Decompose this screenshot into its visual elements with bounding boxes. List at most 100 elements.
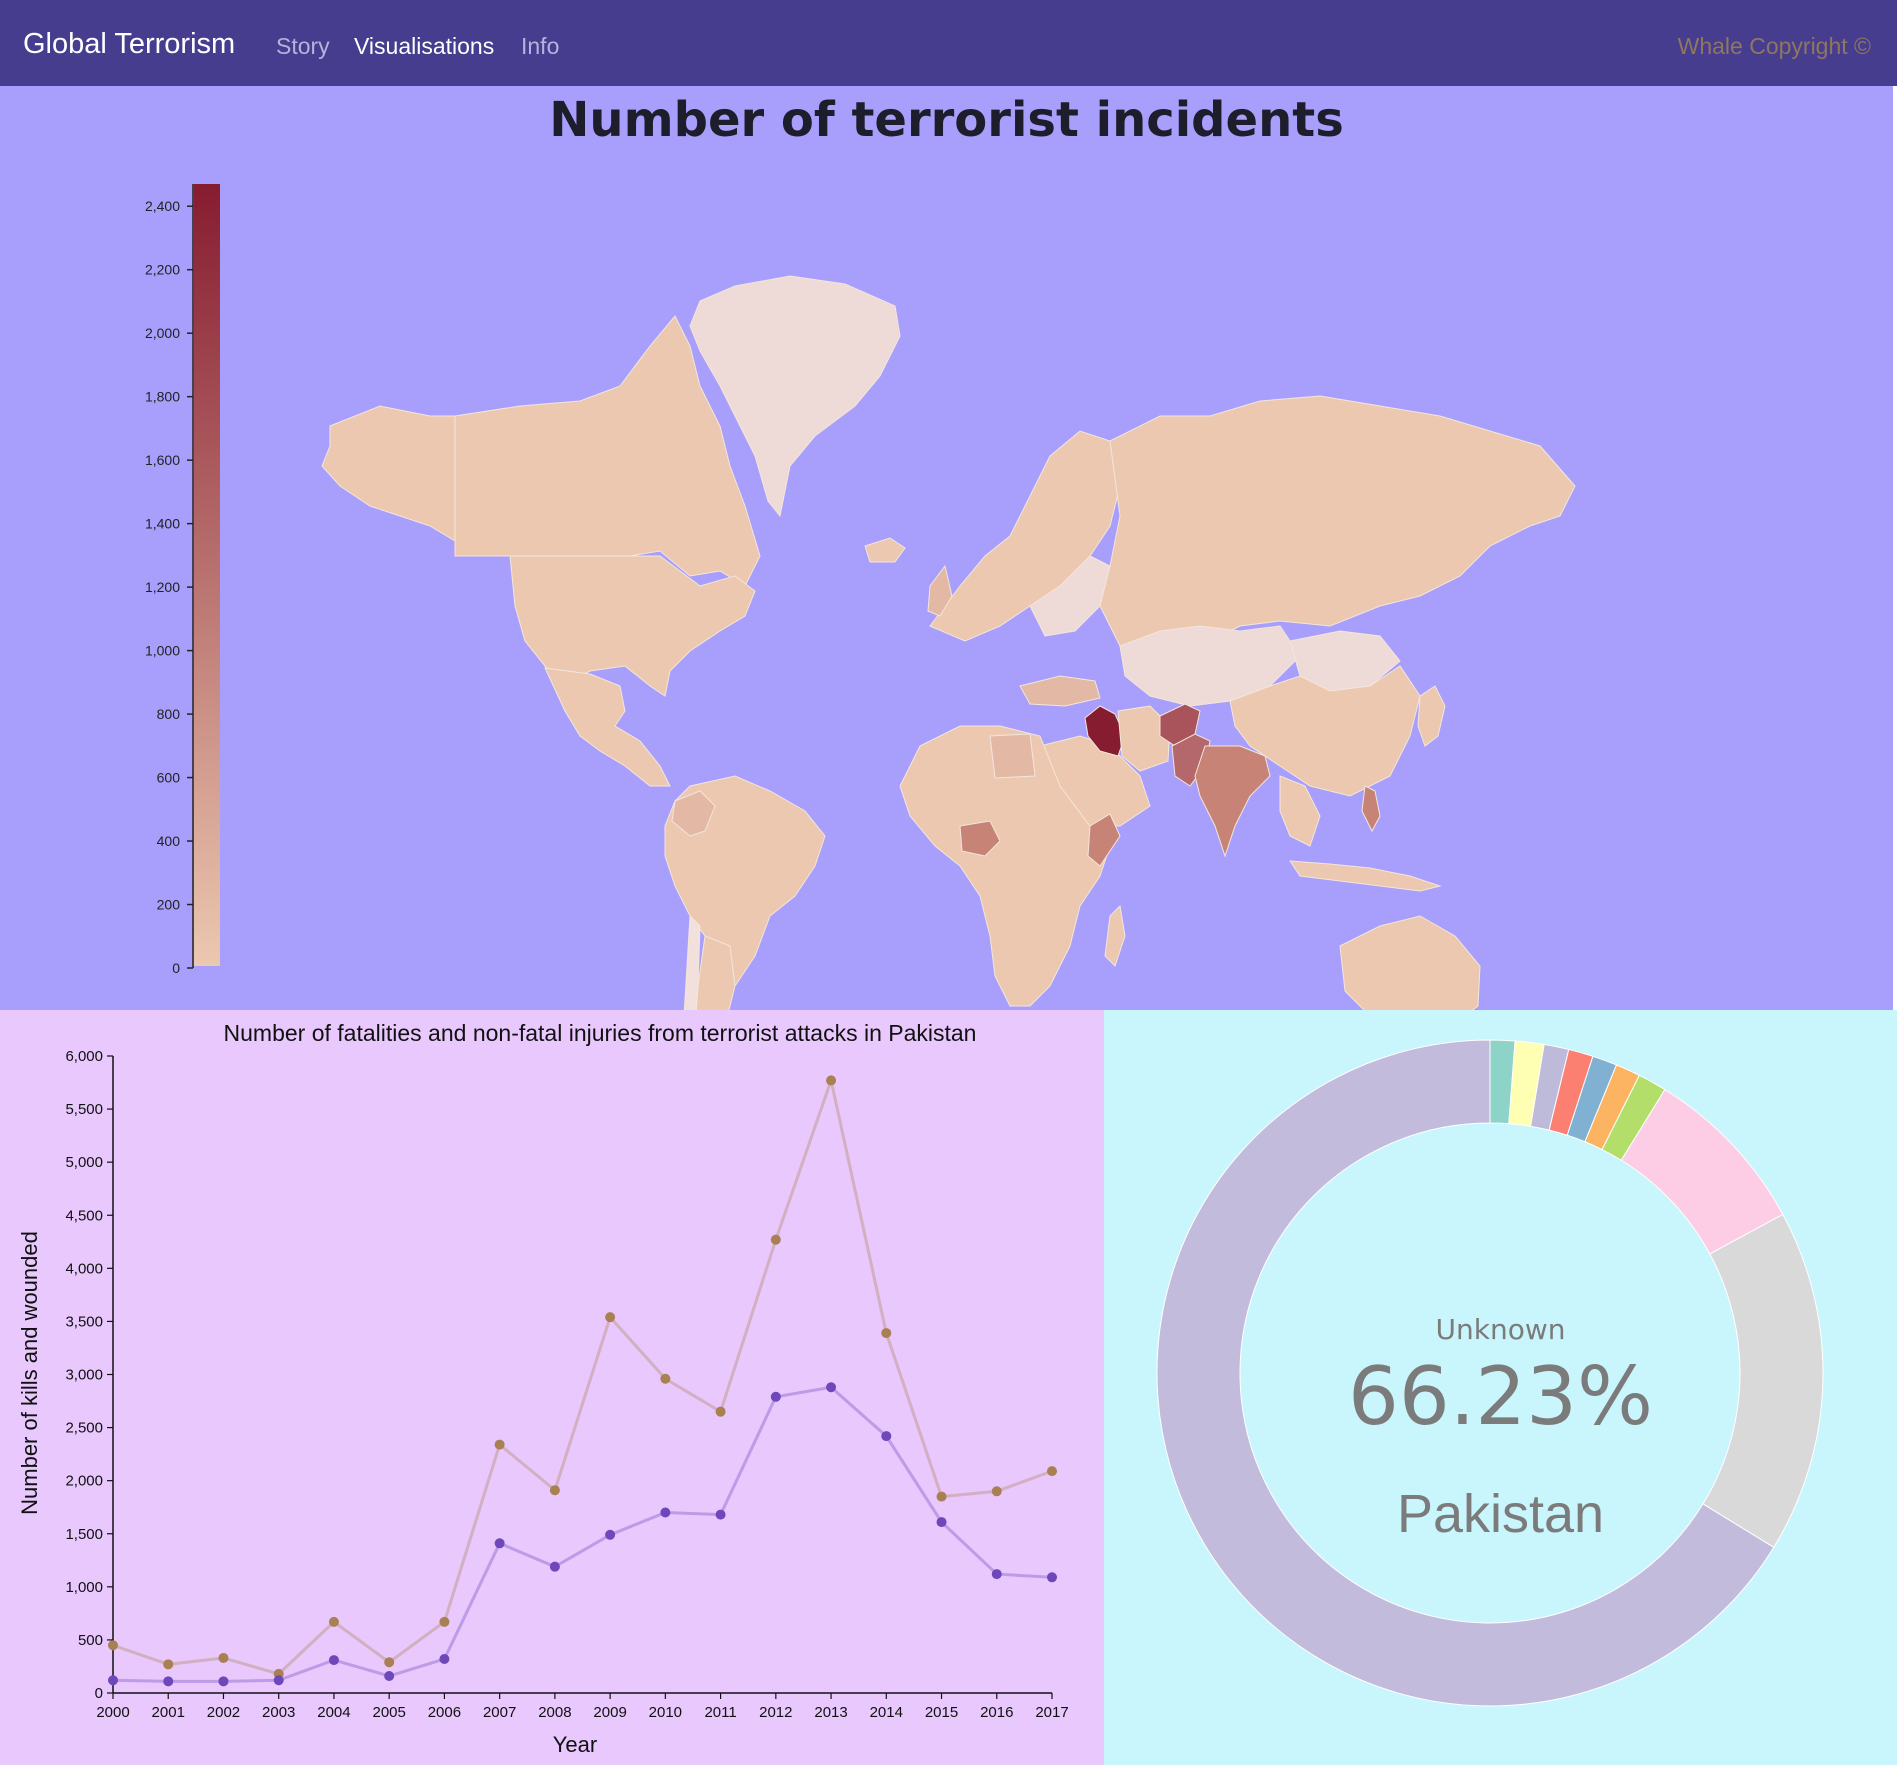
series-0-point[interactable] <box>163 1659 174 1670</box>
x-tick-label: 2014 <box>870 1704 903 1721</box>
line-chart-ylabel: Number of kills and wounded <box>17 1231 42 1515</box>
line-chart-title: Number of fatalities and non-fatal injur… <box>223 1020 977 1046</box>
series-1-point[interactable] <box>328 1655 339 1666</box>
series-1-point[interactable] <box>163 1676 174 1687</box>
series-1-point[interactable] <box>108 1675 118 1686</box>
series-0-point[interactable] <box>328 1616 339 1627</box>
series-1-point[interactable] <box>881 1431 892 1442</box>
x-tick-label: 2003 <box>262 1704 295 1721</box>
navbar: Global Terrorism Story Visualisations In… <box>0 0 1897 86</box>
series-1-point[interactable] <box>991 1569 1002 1580</box>
legend-tick-label: 400 <box>157 833 181 849</box>
series-0-point[interactable] <box>715 1406 726 1417</box>
series-0-point[interactable] <box>549 1485 560 1496</box>
country-somalia[interactable] <box>1087 813 1121 867</box>
x-tick-label: 2016 <box>980 1704 1013 1721</box>
series-1-point[interactable] <box>218 1676 229 1687</box>
y-tick-label: 2,500 <box>65 1420 103 1437</box>
brand-link[interactable]: Global Terrorism <box>23 28 236 60</box>
legend-tick-label: 1,400 <box>145 516 180 532</box>
series-1-point[interactable] <box>494 1538 505 1549</box>
series-0-line <box>112 1074 1053 1676</box>
series-1-line <box>112 1385 1053 1683</box>
x-tick-label: 2001 <box>152 1704 185 1721</box>
x-tick-label: 2015 <box>925 1704 958 1721</box>
series-1-point[interactable] <box>439 1654 450 1665</box>
map-title: Number of terrorist incidents <box>549 92 1344 148</box>
series-0-point[interactable] <box>108 1640 118 1651</box>
series-0-point[interactable] <box>770 1234 781 1245</box>
legend-color-bar <box>194 184 220 966</box>
x-tick-label: 2009 <box>593 1704 626 1721</box>
country-india[interactable] <box>1194 745 1271 858</box>
country-libya[interactable] <box>989 733 1036 779</box>
x-tick-label: 2011 <box>704 1704 736 1721</box>
series-0-point[interactable] <box>881 1328 892 1339</box>
series-1-point[interactable] <box>273 1675 284 1686</box>
legend-tick-label: 200 <box>157 897 181 913</box>
y-tick-label: 2,000 <box>65 1473 103 1490</box>
series-1-point[interactable] <box>826 1382 837 1393</box>
legend-tick-label: 0 <box>172 960 180 976</box>
country-japan[interactable] <box>1417 685 1446 747</box>
y-tick-label: 500 <box>78 1632 103 1649</box>
series-0-point[interactable] <box>826 1075 837 1086</box>
series-0-point[interactable] <box>1047 1466 1057 1477</box>
country-iceland[interactable] <box>864 537 906 563</box>
country-chile[interactable] <box>682 914 701 1010</box>
x-tick-label: 2012 <box>759 1704 792 1721</box>
map-section: Number of terrorist incidents 0 200 400 600… <box>0 86 1893 1010</box>
series-0-point[interactable] <box>439 1616 450 1627</box>
series-1-point[interactable] <box>605 1529 616 1540</box>
country-turkey[interactable] <box>1019 675 1101 707</box>
nav-link-visualisations[interactable]: Visualisations <box>354 33 495 59</box>
country-mexico[interactable] <box>544 667 671 787</box>
y-tick-label: 4,500 <box>65 1207 103 1224</box>
country-australia[interactable] <box>1339 915 1481 1010</box>
country-kazakhstan[interactable] <box>1119 625 1301 707</box>
x-tick-label: 2007 <box>483 1704 516 1721</box>
series-0-point[interactable] <box>384 1657 395 1668</box>
country-greenland[interactable] <box>689 275 901 518</box>
series-1-point[interactable] <box>549 1561 560 1572</box>
series-0-point[interactable] <box>660 1373 671 1384</box>
series-0-point[interactable] <box>605 1312 616 1323</box>
region-southeast-asia[interactable] <box>1279 775 1321 847</box>
series-1-point[interactable] <box>936 1517 947 1528</box>
donut-center-country: Pakistan <box>1396 1484 1605 1544</box>
country-china[interactable] <box>1229 665 1421 797</box>
y-tick-label: 1,500 <box>65 1526 103 1543</box>
country-iran[interactable] <box>1117 705 1171 772</box>
map-svg: 0 200 400 600 800 1,000 1,200 1,400 1,600 1,800 2,… <box>145 184 1576 1010</box>
series-1-point[interactable] <box>1047 1572 1057 1583</box>
nav-link-info[interactable]: Info <box>521 33 560 59</box>
country-nigeria[interactable] <box>959 820 1001 857</box>
nav-link-story[interactable]: Story <box>276 33 330 59</box>
world-map <box>321 275 1576 1010</box>
donut-center-value: 66.23% <box>1347 1350 1654 1443</box>
country-uk[interactable] <box>927 564 953 617</box>
country-madagascar[interactable] <box>1104 904 1126 967</box>
series-1-point[interactable] <box>660 1507 671 1518</box>
country-usa[interactable] <box>509 555 756 697</box>
region-indonesia[interactable] <box>1289 860 1442 892</box>
region-africa[interactable] <box>899 725 1111 1007</box>
y-tick-label: 1,000 <box>65 1579 103 1596</box>
legend-tick-label: 2,400 <box>145 198 180 214</box>
series-1-point[interactable] <box>770 1391 781 1402</box>
series-0-point[interactable] <box>218 1652 229 1663</box>
series-1-point[interactable] <box>715 1509 726 1520</box>
country-colombia[interactable] <box>671 790 716 837</box>
series-0-point[interactable] <box>991 1486 1002 1497</box>
series-0-point[interactable] <box>494 1439 505 1450</box>
donut-center-label: Unknown <box>1435 1313 1566 1346</box>
donut-chart-svg <box>1156 1039 1824 1707</box>
country-russia[interactable] <box>1099 395 1576 657</box>
x-tick-label: 2008 <box>538 1704 571 1721</box>
series-0-point[interactable] <box>936 1491 947 1502</box>
series-1-point[interactable] <box>384 1671 395 1682</box>
country-usa-alaska[interactable] <box>321 405 456 542</box>
y-tick-label: 0 <box>95 1685 103 1702</box>
country-philippines[interactable] <box>1361 785 1381 833</box>
donut-slice[interactable] <box>1156 1039 1775 1707</box>
